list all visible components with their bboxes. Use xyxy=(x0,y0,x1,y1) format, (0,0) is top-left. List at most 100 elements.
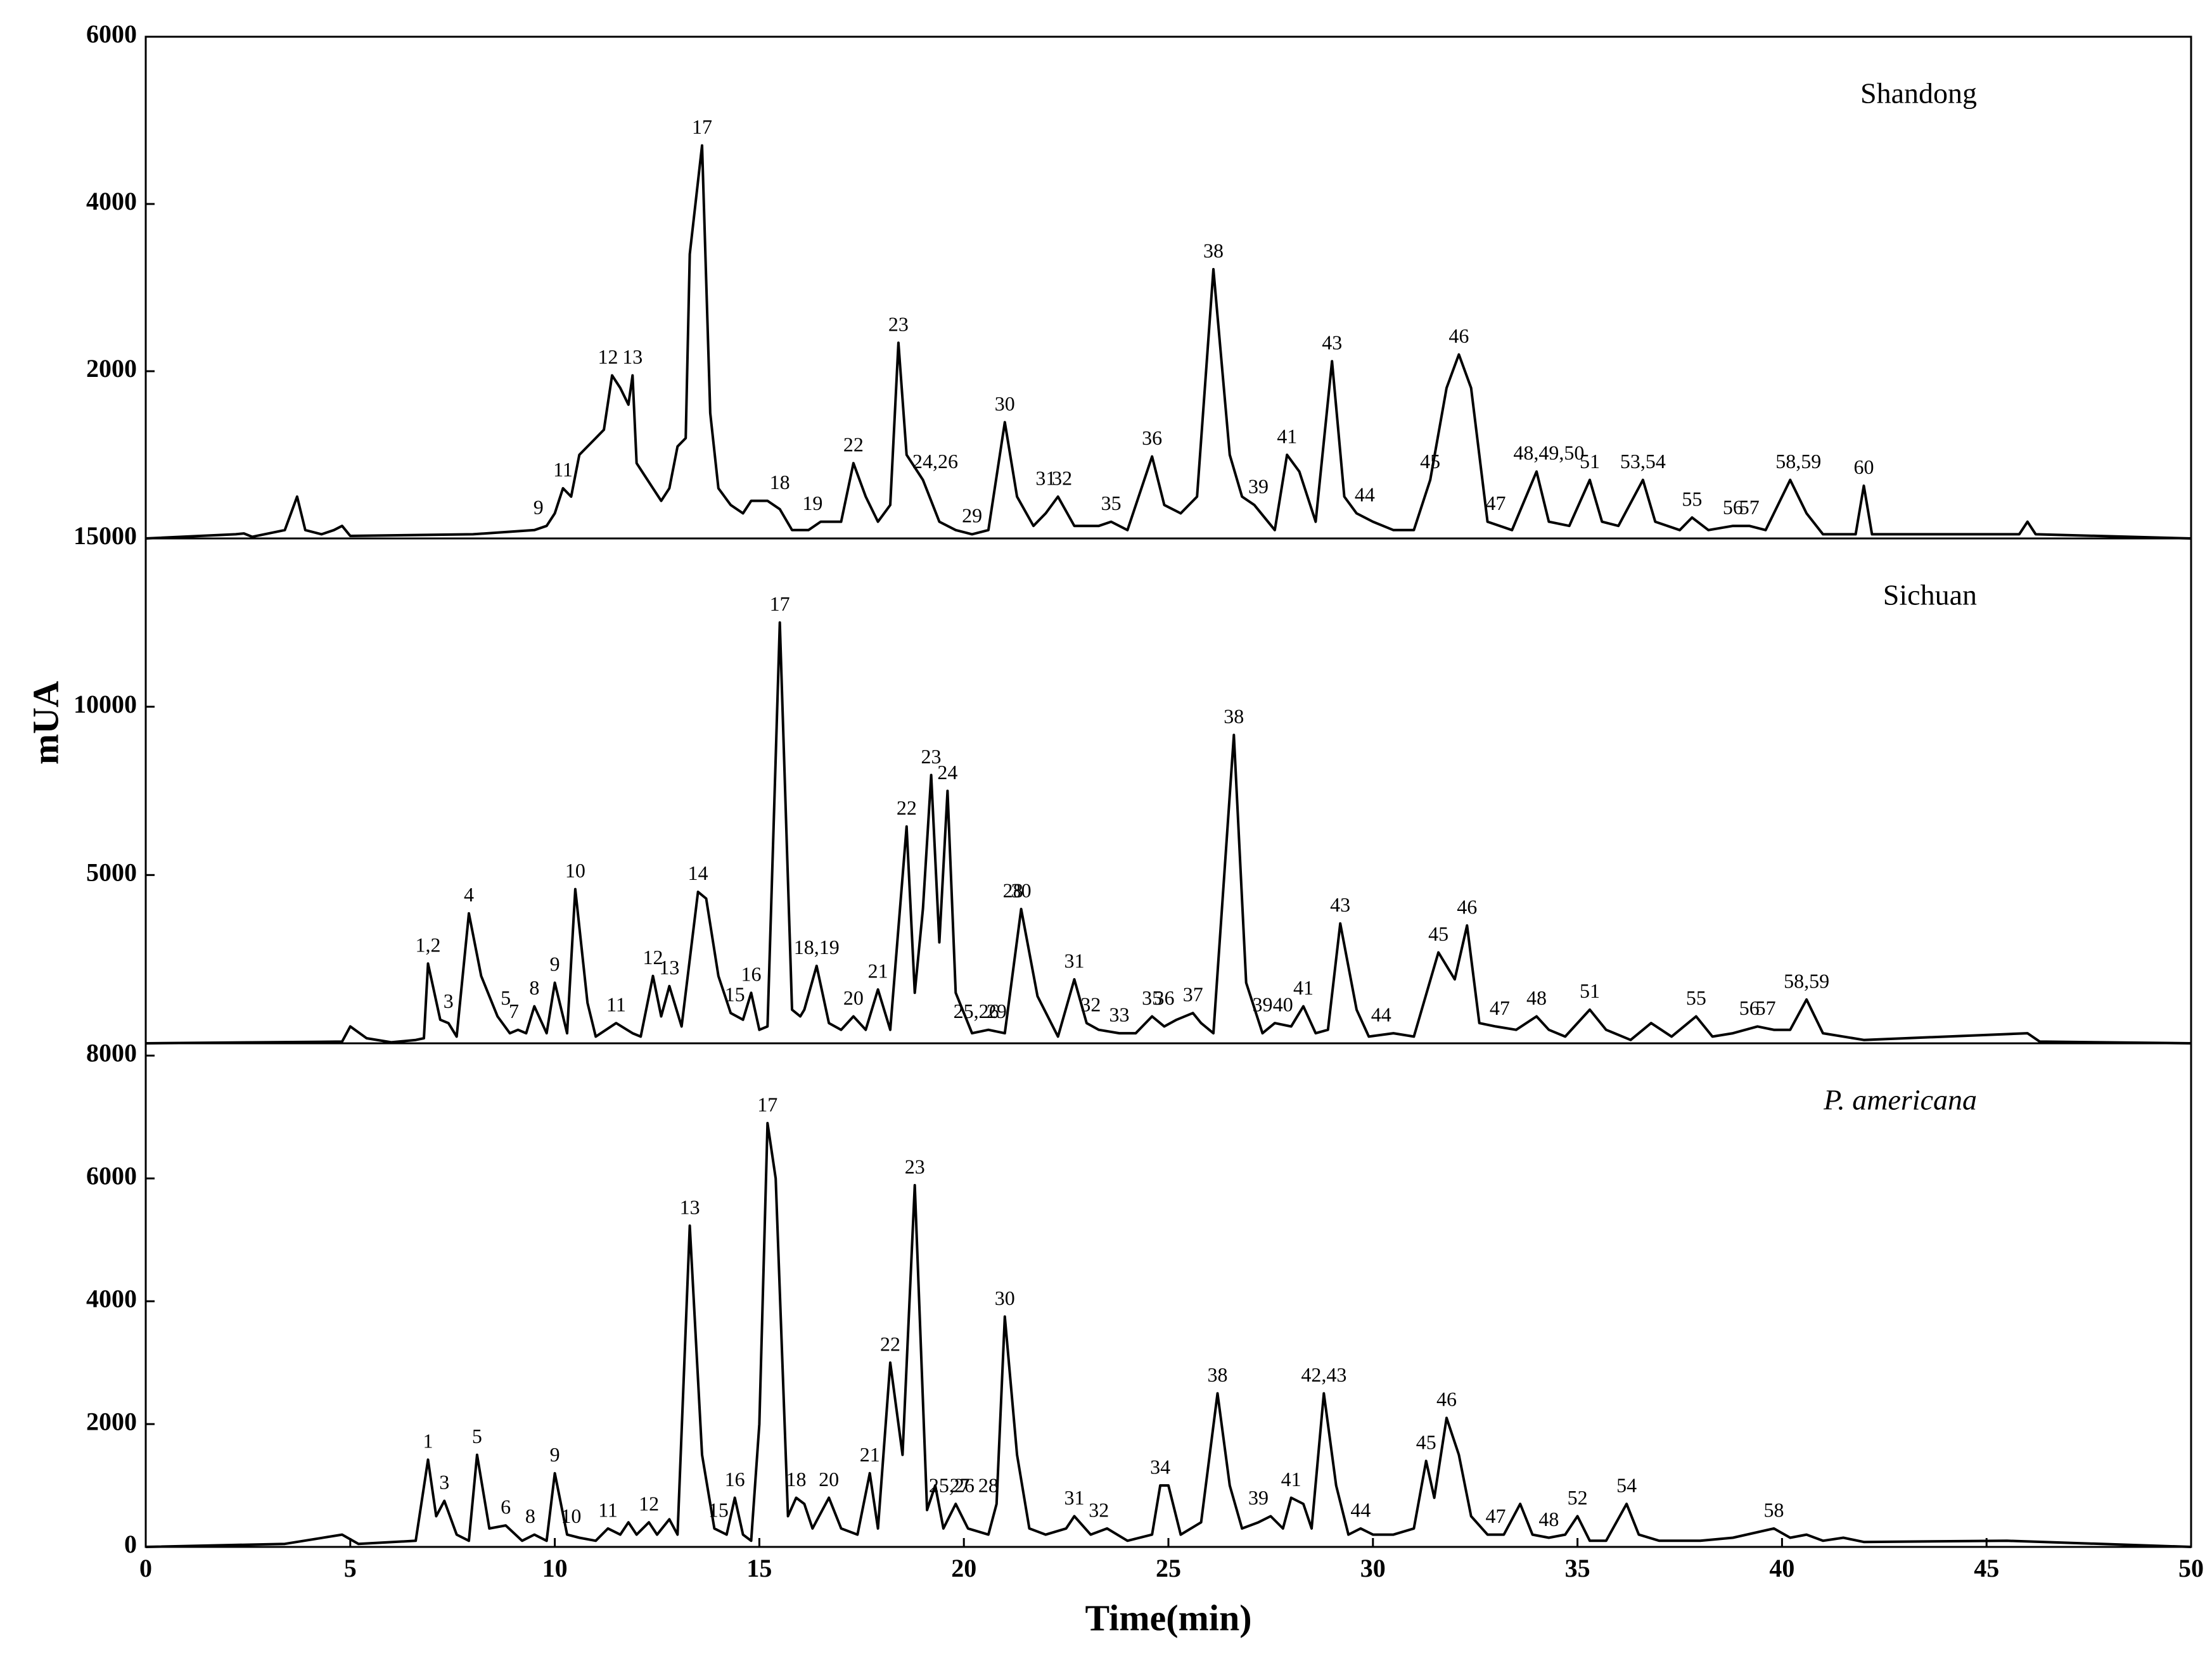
plot-frame xyxy=(144,35,2192,1548)
peak-label: 44 xyxy=(1350,1498,1371,1521)
peak-label: 15 xyxy=(725,983,745,1006)
peak-label: 17 xyxy=(770,592,790,615)
y-axis-title: mUA xyxy=(25,681,66,765)
peak-label: 47 xyxy=(1485,1504,1506,1527)
peak-label: 37 xyxy=(1183,983,1203,1006)
peak-label: 41 xyxy=(1281,1468,1301,1491)
peak-label: 34 xyxy=(1150,1455,1170,1478)
y-tick-label: 8000 xyxy=(86,1039,137,1067)
peak-label: 11 xyxy=(598,1498,618,1521)
peak-label: 46 xyxy=(1448,324,1469,347)
peak-label: 9 xyxy=(550,953,560,976)
peak-label: 11 xyxy=(606,993,626,1015)
peak-label: 57 xyxy=(1756,996,1776,1019)
peak-label: 47 xyxy=(1490,996,1510,1019)
peak-label: 22 xyxy=(880,1332,900,1355)
peak-label: 45 xyxy=(1416,1431,1436,1454)
peak-label: 25,26 xyxy=(929,1473,975,1496)
peak-label: 51 xyxy=(1580,450,1600,473)
y-tick-label: 2000 xyxy=(86,354,137,383)
y-tick-label: 10000 xyxy=(74,690,137,718)
panel-title: Sichuan xyxy=(1883,579,1977,611)
peak-label: 54 xyxy=(1616,1473,1637,1496)
y-tick-label: 0 xyxy=(124,1530,137,1558)
peak-label: 45 xyxy=(1420,450,1440,473)
peak-label: 31 xyxy=(1064,1486,1085,1509)
peak-label: 4 xyxy=(464,883,474,906)
peak-label: 38 xyxy=(1224,705,1244,728)
peak-label: 56 xyxy=(1723,496,1743,519)
peak-label: 5 xyxy=(501,986,511,1009)
peak-label: 39 xyxy=(1248,475,1269,498)
y-tick-label: 6000 xyxy=(86,1161,137,1190)
peak-label: 56 xyxy=(1739,996,1760,1019)
y-tick-label: 6000 xyxy=(86,20,137,48)
peak-label: 44 xyxy=(1371,1003,1391,1026)
peak-label: 39 xyxy=(1248,1486,1269,1509)
peak-label: 8 xyxy=(525,1504,535,1527)
peak-label: 30 xyxy=(995,1287,1015,1309)
trace xyxy=(145,144,2192,540)
x-tick-label: 30 xyxy=(1360,1554,1386,1582)
peak-label: 23 xyxy=(921,745,942,768)
peak-label: 16 xyxy=(741,963,761,986)
peak-label: 36 xyxy=(1154,986,1175,1009)
peak-label: 32 xyxy=(1089,1498,1109,1521)
peak-label: 9 xyxy=(534,496,544,519)
peak-label: 35 xyxy=(1142,986,1162,1009)
x-tick-label: 45 xyxy=(1974,1554,1999,1582)
peak-label: 55 xyxy=(1686,986,1706,1009)
peak-label: 30 xyxy=(995,392,1015,415)
peak-label: 47 xyxy=(1485,492,1506,514)
peak-label: 27 xyxy=(950,1473,970,1496)
peak-label: 13 xyxy=(659,956,679,979)
peak-label: 5 xyxy=(472,1425,482,1447)
x-tick-label: 15 xyxy=(746,1554,772,1582)
peak-label: 44 xyxy=(1355,483,1375,506)
peak-label: 20 xyxy=(819,1468,839,1491)
x-tick-label: 5 xyxy=(344,1554,357,1582)
peak-label: 41 xyxy=(1277,424,1297,447)
peak-label: 58,59 xyxy=(1784,969,1829,992)
y-tick-label: 4000 xyxy=(86,1284,137,1313)
peak-label: 41 xyxy=(1293,976,1314,999)
peak-label: 12 xyxy=(639,1492,659,1515)
peak-label: 18 xyxy=(770,471,790,493)
peak-label: 13 xyxy=(622,345,643,368)
peak-label: 14 xyxy=(688,862,708,884)
peak-label: 38 xyxy=(1203,239,1224,262)
peak-label: 15 xyxy=(708,1498,729,1521)
x-axis-title: Time(min) xyxy=(1085,1597,1251,1638)
peak-label: 17 xyxy=(692,115,712,138)
peak-label: 53,54 xyxy=(1620,450,1666,473)
peak-label: 10 xyxy=(565,859,585,882)
peak-label: 6 xyxy=(501,1495,511,1518)
peak-label: 1 xyxy=(423,1430,433,1453)
x-tick-label: 35 xyxy=(1565,1554,1590,1582)
y-tick-label: 2000 xyxy=(86,1407,137,1435)
peak-label: 48 xyxy=(1526,986,1547,1009)
x-tick-label: 25 xyxy=(1156,1554,1181,1582)
peak-label: 11 xyxy=(553,458,573,481)
peak-label: 52 xyxy=(1568,1486,1588,1509)
peak-label: 58 xyxy=(1763,1498,1784,1521)
peak-label: 32 xyxy=(1052,466,1072,489)
peak-label: 31 xyxy=(1035,466,1056,489)
peak-label: 46 xyxy=(1436,1388,1457,1411)
x-tick-label: 0 xyxy=(139,1554,152,1582)
peak-label: 48,49,50 xyxy=(1513,442,1584,464)
y-tick-label: 15000 xyxy=(74,521,137,550)
peak-label: 46 xyxy=(1457,895,1477,918)
x-tick-label: 20 xyxy=(951,1554,976,1582)
peak-label: 39 xyxy=(1252,993,1272,1015)
peak-label: 38 xyxy=(1207,1363,1227,1386)
peak-label: 21 xyxy=(860,1443,880,1466)
peak-label: 16 xyxy=(725,1468,745,1491)
peak-label: 29 xyxy=(962,504,982,527)
peak-label: 28 xyxy=(978,1473,999,1496)
peak-label: 13 xyxy=(680,1195,700,1218)
panel-title: P. americana xyxy=(1823,1084,1977,1116)
peak-label: 48 xyxy=(1538,1508,1559,1530)
peak-label: 45 xyxy=(1428,922,1448,945)
